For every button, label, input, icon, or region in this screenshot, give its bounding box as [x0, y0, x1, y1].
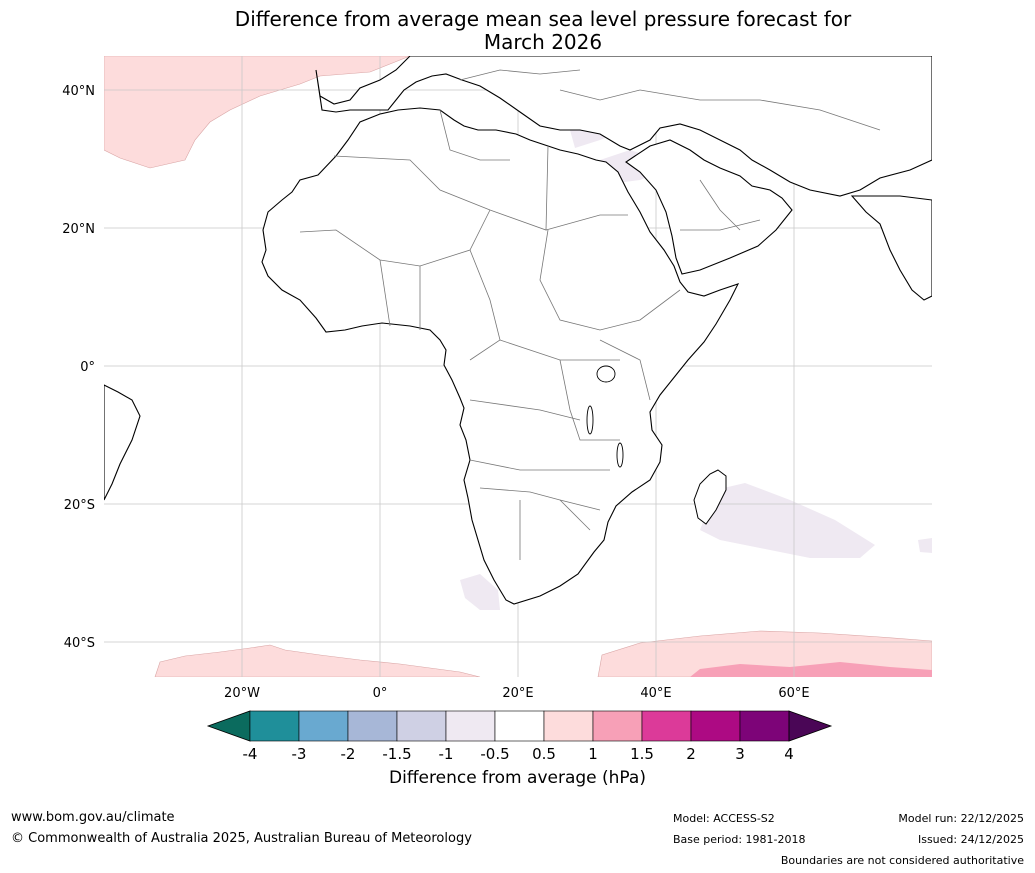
colorbar-tick-label: -1 — [439, 745, 454, 763]
title-line-2: March 2026 — [483, 30, 603, 54]
footer-model: Model: ACCESS-S2 — [673, 812, 775, 825]
lon-label-0: 0° — [373, 686, 388, 701]
lake-tanganyika — [586, 405, 594, 435]
latitude-labels: 40°N 20°N 0° 20°S 40°S — [62, 84, 95, 651]
country-borders — [299, 69, 881, 560]
lon-label-20w: 20°W — [224, 686, 260, 701]
africa-coastline — [261, 107, 740, 605]
europe-mideast-landmass — [315, 56, 932, 197]
anomaly-region-pos-south-core — [690, 662, 932, 677]
colorbar: -4 -3 -2 -1.5 -1 -0.5 0.5 1 1.5 2 3 4 — [206, 710, 833, 763]
footer-model-run: Model run: 22/12/2025 — [898, 812, 1024, 825]
colorbar-bin — [543, 710, 594, 742]
colorbar-bin — [347, 710, 398, 742]
anomaly-region-neg-south-atl — [460, 574, 500, 610]
anomaly-region-neg-indian — [700, 483, 875, 558]
south-america-coast — [104, 384, 141, 501]
colorbar-arrow-left — [206, 710, 251, 742]
colorbar-tick-label: -0.5 — [480, 745, 509, 763]
lat-label-0: 0° — [80, 360, 95, 375]
lon-label-20e: 20°E — [502, 686, 533, 701]
colorbar-title: Difference from average (hPa) — [389, 768, 646, 788]
colorbar-tick-label: 3 — [735, 745, 745, 763]
footer-website: www.bom.gov.au/climate — [11, 810, 175, 825]
anomaly-region-neg-east — [918, 538, 932, 553]
colorbar-tick-label: 2 — [686, 745, 696, 763]
lat-label-20s: 20°S — [64, 498, 95, 513]
colorbar-bin — [641, 710, 692, 742]
lake-malawi — [616, 442, 624, 468]
lake-victoria — [596, 365, 616, 383]
colorbar-tick-label: -1.5 — [382, 745, 411, 763]
colorbar-tick-label: 0.5 — [532, 745, 556, 763]
longitude-labels: 20°W 0° 20°E 40°E 60°E — [224, 686, 810, 701]
lat-label-40s: 40°S — [64, 636, 95, 651]
anomaly-region-pos-south-sw — [154, 644, 481, 677]
colorbar-bin — [249, 710, 300, 742]
anomaly-region-pos-nw — [104, 56, 411, 169]
colorbar-tick-label: 4 — [784, 745, 794, 763]
colorbar-arrow-right — [788, 710, 833, 742]
colorbar-bin — [592, 710, 643, 742]
lat-label-20n: 20°N — [62, 222, 95, 237]
footer-copyright: © Commonwealth of Australia 2025, Austra… — [11, 831, 472, 846]
colorbar-tick-label: 1.5 — [630, 745, 654, 763]
colorbar-bin — [739, 710, 790, 742]
colorbar-tick-label: 1 — [588, 745, 598, 763]
colorbar-bin — [298, 710, 349, 742]
lat-label-40n: 40°N — [62, 84, 95, 99]
map-title: Difference from average mean sea level p… — [0, 8, 1035, 54]
colorbar-tick-label: -4 — [243, 745, 258, 763]
colorbar-bin — [445, 710, 496, 742]
footer-disclaimer: Boundaries are not considered authoritat… — [780, 854, 1024, 867]
arabian-peninsula — [625, 139, 793, 275]
lon-label-40e: 40°E — [640, 686, 671, 701]
madagascar — [693, 469, 727, 525]
colorbar-tick-label: -2 — [341, 745, 356, 763]
colorbar-bin — [494, 710, 545, 742]
title-line-1: Difference from average mean sea level p… — [234, 7, 852, 31]
colorbar-bin — [690, 710, 741, 742]
footer-base-period: Base period: 1981-2018 — [673, 833, 806, 846]
colorbar-bin — [396, 710, 447, 742]
colorbar-tick-label: -3 — [292, 745, 307, 763]
footer-issued: Issued: 24/12/2025 — [917, 833, 1024, 846]
lon-label-60e: 60°E — [778, 686, 809, 701]
india-landmass — [850, 195, 932, 301]
